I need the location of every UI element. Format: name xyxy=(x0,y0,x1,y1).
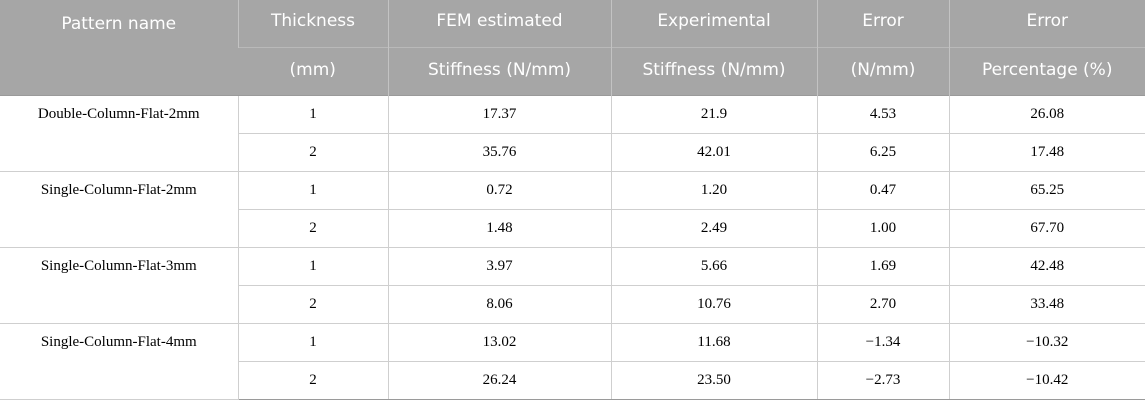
experimental-cell: 23.50 xyxy=(610,361,817,400)
error-cell: 6.25 xyxy=(816,133,949,172)
header-fem-estimated: FEM estimated xyxy=(387,0,611,47)
percentage-cell: −10.42 xyxy=(948,361,1145,400)
percentage-cell: 65.25 xyxy=(948,171,1145,210)
header-thickness-unit: (mm) xyxy=(238,46,388,95)
table-row: Single-Column-Flat-2mm 1 0.72 1.20 0.47 … xyxy=(0,171,1145,248)
pattern-cell: Single-Column-Flat-3mm xyxy=(0,247,238,324)
header-row-sub: (mm) Stiffness (N/mm) Stiffness (N/mm) (… xyxy=(0,46,1145,95)
fem-cell: 17.37 xyxy=(387,94,611,134)
pattern-cell: Single-Column-Flat-4mm xyxy=(0,323,238,400)
fem-cell: 3.97 xyxy=(387,247,611,286)
table-row: 2 35.76 42.01 6.25 17.48 xyxy=(0,133,1145,172)
header-error: Error xyxy=(816,0,949,47)
table-row: 2 8.06 10.76 2.70 33.48 xyxy=(0,285,1145,324)
table-body: Double-Column-Flat-2mm 1 17.37 21.9 4.53… xyxy=(0,94,1145,400)
thickness-cell: 1 xyxy=(237,94,388,134)
pattern-cell: Single-Column-Flat-2mm xyxy=(0,171,238,248)
header-fem-stiffness: Stiffness (N/mm) xyxy=(387,46,611,95)
error-cell: 2.70 xyxy=(816,285,949,324)
table-header: Pattern name Thickness FEM estimated Exp… xyxy=(0,0,1145,95)
table-row: 2 1.48 2.49 1.00 67.70 xyxy=(0,209,1145,248)
thickness-cell: 1 xyxy=(237,247,388,286)
pattern-cell: Double-Column-Flat-2mm xyxy=(0,94,238,172)
error-cell: 1.00 xyxy=(816,209,949,248)
header-row-top: Pattern name Thickness FEM estimated Exp… xyxy=(0,0,1145,95)
header-experimental: Experimental xyxy=(610,0,817,47)
experimental-cell: 11.68 xyxy=(610,323,817,362)
experimental-cell: 10.76 xyxy=(610,285,817,324)
fem-cell: 1.48 xyxy=(387,209,611,248)
error-cell: −2.73 xyxy=(816,361,949,400)
fem-cell: 35.76 xyxy=(387,133,611,172)
percentage-cell: 17.48 xyxy=(948,133,1145,172)
error-cell: 1.69 xyxy=(816,247,949,286)
header-experimental-stiffness: Stiffness (N/mm) xyxy=(610,46,817,95)
header-pattern-name: Pattern name xyxy=(0,0,238,95)
table-row: Single-Column-Flat-3mm 1 3.97 5.66 1.69 … xyxy=(0,247,1145,324)
fem-cell: 13.02 xyxy=(387,323,611,362)
table-row: Double-Column-Flat-2mm 1 17.37 21.9 4.53… xyxy=(0,94,1145,172)
percentage-cell: 26.08 xyxy=(948,94,1145,134)
experimental-cell: 5.66 xyxy=(610,247,817,286)
thickness-cell: 2 xyxy=(237,133,388,172)
table-row: Single-Column-Flat-4mm 1 13.02 11.68 −1.… xyxy=(0,323,1145,400)
experimental-cell: 21.9 xyxy=(610,94,817,134)
fem-cell: 26.24 xyxy=(387,361,611,400)
experimental-cell: 42.01 xyxy=(610,133,817,172)
table-row: 2 26.24 23.50 −2.73 −10.42 xyxy=(0,361,1145,400)
thickness-cell: 2 xyxy=(237,209,388,248)
experimental-cell: 2.49 xyxy=(610,209,817,248)
percentage-cell: 33.48 xyxy=(948,285,1145,324)
fem-cell: 0.72 xyxy=(387,171,611,210)
header-error-percentage: Error xyxy=(948,0,1145,47)
header-error-unit: (N/mm) xyxy=(816,46,949,95)
fem-cell: 8.06 xyxy=(387,285,611,324)
thickness-cell: 1 xyxy=(237,323,388,362)
experimental-cell: 1.20 xyxy=(610,171,817,210)
percentage-cell: 42.48 xyxy=(948,247,1145,286)
thickness-cell: 2 xyxy=(237,285,388,324)
error-cell: 4.53 xyxy=(816,94,949,134)
percentage-cell: 67.70 xyxy=(948,209,1145,248)
header-thickness: Thickness xyxy=(237,0,388,47)
thickness-cell: 2 xyxy=(237,361,388,400)
header-percentage-unit: Percentage (%) xyxy=(948,46,1145,95)
percentage-cell: −10.32 xyxy=(948,323,1145,362)
error-cell: 0.47 xyxy=(816,171,949,210)
error-cell: −1.34 xyxy=(816,323,949,362)
thickness-cell: 1 xyxy=(237,171,388,210)
